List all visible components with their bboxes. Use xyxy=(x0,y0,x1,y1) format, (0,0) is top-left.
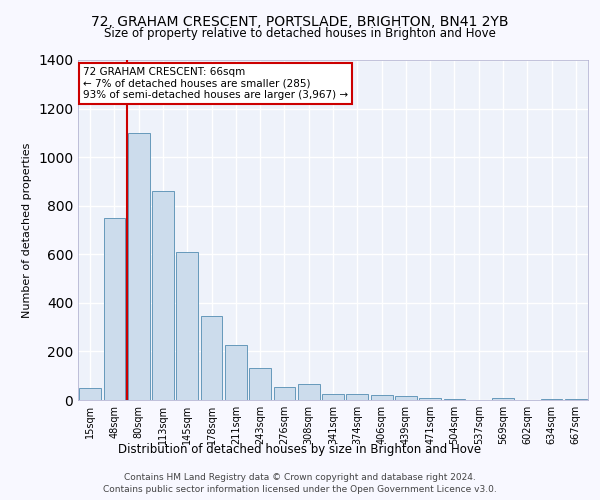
Text: 72 GRAHAM CRESCENT: 66sqm
← 7% of detached houses are smaller (285)
93% of semi-: 72 GRAHAM CRESCENT: 66sqm ← 7% of detach… xyxy=(83,67,348,100)
Bar xyxy=(395,396,417,400)
Text: Contains public sector information licensed under the Open Government Licence v3: Contains public sector information licen… xyxy=(103,485,497,494)
Bar xyxy=(565,399,587,400)
Bar xyxy=(541,399,562,400)
Text: Size of property relative to detached houses in Brighton and Hove: Size of property relative to detached ho… xyxy=(104,28,496,40)
Bar xyxy=(298,384,320,400)
Bar xyxy=(152,191,174,400)
Bar xyxy=(322,394,344,400)
Text: Distribution of detached houses by size in Brighton and Hove: Distribution of detached houses by size … xyxy=(118,442,482,456)
Bar xyxy=(443,399,466,400)
Bar xyxy=(225,346,247,400)
Bar xyxy=(274,386,295,400)
Bar xyxy=(200,316,223,400)
Text: Contains HM Land Registry data © Crown copyright and database right 2024.: Contains HM Land Registry data © Crown c… xyxy=(124,472,476,482)
Bar xyxy=(104,218,125,400)
Y-axis label: Number of detached properties: Number of detached properties xyxy=(22,142,32,318)
Bar xyxy=(492,398,514,400)
Bar xyxy=(371,395,392,400)
Bar xyxy=(79,388,101,400)
Bar xyxy=(176,252,198,400)
Text: 72, GRAHAM CRESCENT, PORTSLADE, BRIGHTON, BN41 2YB: 72, GRAHAM CRESCENT, PORTSLADE, BRIGHTON… xyxy=(91,15,509,29)
Bar xyxy=(249,368,271,400)
Bar xyxy=(419,398,441,400)
Bar xyxy=(346,394,368,400)
Bar xyxy=(128,133,149,400)
